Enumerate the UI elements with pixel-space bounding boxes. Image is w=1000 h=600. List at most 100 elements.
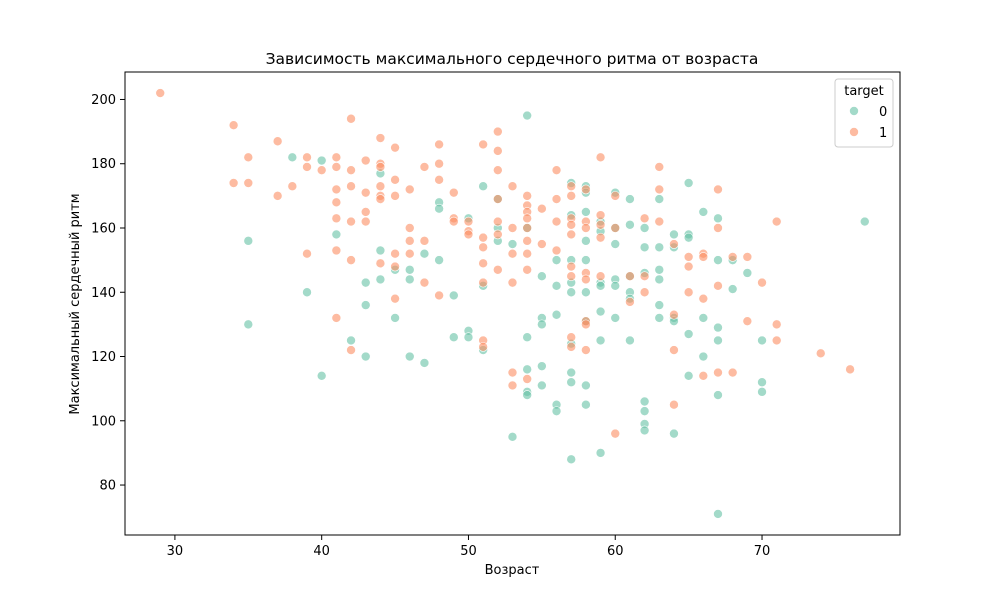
data-point-target-0 — [551, 309, 562, 320]
data-point-target-0 — [757, 377, 767, 388]
data-point-target-1 — [581, 319, 591, 330]
legend-marker-1 — [849, 127, 859, 137]
data-point-target-1 — [625, 271, 635, 281]
data-point-target-1 — [727, 367, 738, 378]
data-point-target-1 — [713, 281, 723, 291]
data-point-target-0 — [463, 332, 474, 343]
x-axis-ticks: 30 40 50 60 70 — [167, 535, 770, 559]
data-point-target-0 — [654, 264, 665, 275]
data-point-target-1 — [228, 178, 239, 188]
data-point-target-0 — [581, 255, 591, 265]
data-point-target-1 — [669, 239, 679, 249]
data-point-target-0 — [360, 277, 371, 288]
data-point-target-1 — [507, 248, 518, 259]
data-point-target-1 — [551, 165, 562, 175]
data-point-target-0 — [566, 454, 577, 465]
data-point-target-0 — [713, 213, 723, 224]
data-point-target-1 — [595, 210, 606, 220]
data-point-target-0 — [537, 380, 547, 391]
y-tick-label: 100 — [91, 414, 116, 429]
data-point-target-0 — [507, 432, 518, 442]
data-point-target-1 — [375, 133, 386, 143]
data-point-target-0 — [581, 207, 591, 217]
data-point-target-0 — [537, 271, 547, 281]
data-point-target-1 — [537, 239, 547, 249]
data-point-target-0 — [404, 274, 415, 285]
data-point-target-1 — [493, 165, 503, 175]
data-point-target-1 — [302, 162, 312, 172]
data-point-target-1 — [272, 136, 283, 147]
data-point-target-1 — [610, 191, 621, 201]
data-point-target-1 — [448, 216, 459, 227]
data-point-target-1 — [331, 184, 342, 195]
data-point-target-1 — [493, 126, 503, 137]
legend-marker-0 — [849, 106, 859, 116]
data-point-target-1 — [669, 309, 679, 320]
data-point-target-1 — [595, 232, 606, 243]
data-point-target-1 — [360, 216, 371, 227]
data-point-target-1 — [243, 152, 254, 163]
data-point-target-1 — [478, 342, 488, 352]
x-tick-label: 30 — [167, 544, 184, 559]
data-point-target-0 — [654, 194, 665, 204]
data-point-target-0 — [727, 284, 738, 294]
data-point-target-1 — [390, 191, 400, 201]
data-point-target-0 — [639, 425, 650, 436]
data-point-target-1 — [581, 345, 591, 355]
data-point-target-1 — [375, 194, 386, 204]
data-point-target-0 — [581, 287, 591, 298]
data-point-target-1 — [419, 277, 430, 288]
data-point-target-1 — [243, 178, 254, 188]
data-point-target-0 — [448, 290, 459, 301]
data-point-target-1 — [155, 88, 166, 98]
data-point-target-1 — [507, 223, 518, 233]
data-point-target-1 — [331, 152, 342, 163]
data-point-target-0 — [566, 287, 577, 298]
data-point-target-1 — [581, 274, 591, 285]
data-point-target-0 — [683, 178, 694, 188]
data-point-target-1 — [478, 139, 488, 150]
data-point-target-0 — [316, 155, 327, 166]
x-axis-label: Возраст — [485, 563, 540, 578]
legend-label-1: 1 — [879, 126, 887, 141]
legend-label-0: 0 — [879, 105, 887, 120]
data-point-target-0 — [316, 370, 327, 381]
data-point-target-1 — [360, 155, 371, 166]
data-point-target-0 — [639, 242, 650, 253]
data-point-target-1 — [507, 367, 518, 378]
data-point-target-0 — [669, 428, 679, 439]
data-point-target-1 — [302, 248, 312, 259]
data-point-target-1 — [610, 428, 621, 439]
data-point-target-1 — [346, 165, 356, 175]
data-point-target-1 — [493, 229, 503, 240]
data-point-target-1 — [493, 146, 503, 156]
y-tick-label: 180 — [91, 157, 116, 172]
data-point-target-1 — [404, 236, 415, 246]
data-point-target-1 — [346, 181, 356, 192]
data-point-target-1 — [742, 316, 753, 326]
data-point-target-0 — [757, 387, 767, 397]
data-point-target-1 — [507, 181, 518, 192]
data-point-target-1 — [375, 181, 386, 192]
data-point-target-0 — [595, 335, 606, 346]
data-point-target-0 — [522, 110, 532, 121]
data-point-target-1 — [507, 277, 518, 288]
data-point-target-1 — [522, 248, 532, 259]
data-point-target-0 — [360, 300, 371, 310]
data-point-target-1 — [595, 219, 606, 230]
data-point-target-0 — [654, 313, 665, 323]
data-point-target-1 — [228, 120, 239, 130]
data-point-target-1 — [713, 184, 723, 195]
data-point-target-1 — [669, 345, 679, 355]
data-point-target-0 — [522, 390, 532, 400]
data-point-target-1 — [331, 162, 342, 172]
data-point-target-1 — [375, 162, 386, 172]
data-point-target-0 — [713, 509, 723, 519]
data-point-target-1 — [581, 223, 591, 233]
data-point-target-0 — [654, 300, 665, 310]
y-tick-label: 160 — [91, 221, 116, 236]
data-point-target-1 — [346, 216, 356, 227]
data-point-target-1 — [713, 223, 723, 233]
legend-title: target — [844, 84, 884, 99]
